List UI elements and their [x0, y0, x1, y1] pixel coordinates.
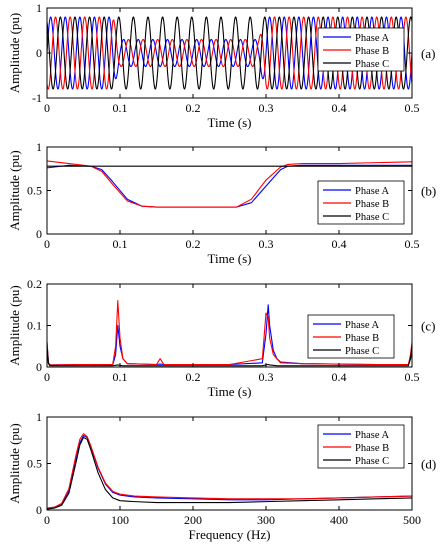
y-axis-label: Amplitude (pu) [7, 423, 22, 504]
x-tick-label: 0 [44, 370, 50, 384]
legend-label: Phase C [355, 59, 389, 70]
y-tick-label: 1 [36, 410, 42, 424]
panel-label: (a) [421, 46, 435, 61]
x-tick-label: 0.2 [186, 370, 201, 384]
x-tick-label: 0.1 [113, 101, 128, 115]
legend-label: Phase A [345, 320, 380, 331]
legend-label: Phase C [345, 346, 379, 357]
x-tick-label: 0.2 [186, 237, 201, 251]
legend-label: Phase C [355, 456, 389, 467]
y-tick-label: 1 [36, 140, 42, 154]
y-tick-label: 0.1 [27, 319, 42, 333]
y-tick-label: -1 [32, 91, 42, 105]
legend: Phase A Phase B Phase C [317, 27, 405, 72]
y-tick-label: 0.5 [27, 184, 42, 198]
x-tick-label: 300 [257, 513, 275, 527]
legend-label: Phase B [345, 333, 379, 344]
x-axis-label: Time (s) [208, 115, 252, 130]
y-axis-label: Amplitude (pu) [7, 13, 22, 94]
legend-label: Phase C [355, 212, 389, 223]
x-axis-label: Time (s) [208, 384, 252, 399]
y-axis-label: Amplitude (pu) [7, 150, 22, 231]
x-tick-label: 200 [184, 513, 202, 527]
y-tick-label: 0 [36, 46, 42, 60]
legend-label: Phase B [355, 443, 389, 454]
panel-4: 0 100 200 300 400 500 0 0.5 1 Frequency (Hz) Ampli… [7, 410, 436, 542]
legend-label: Phase A [355, 186, 390, 197]
panel-2: 0 0.1 0.2 0.3 0.4 0.5 0 0.5 1 Time (s) Amplitude (… [7, 140, 436, 266]
y-tick-label: 0 [36, 503, 42, 517]
series-line-phase-a [47, 16, 412, 90]
x-tick-label: 0.2 [186, 101, 201, 115]
x-tick-label: 0.4 [332, 237, 347, 251]
x-tick-label: 0.3 [259, 237, 274, 251]
legend-label: Phase A [355, 430, 390, 441]
legend-label: Phase B [355, 199, 389, 210]
series-line-phase-c [47, 16, 412, 90]
x-tick-label: 0.5 [405, 370, 420, 384]
x-tick-label: 100 [111, 513, 129, 527]
panel-3: 0 0.1 0.2 0.3 0.4 0.5 0 0.1 0.2 Time (s) Amplitude… [7, 277, 435, 399]
y-axis-label: Amplitude (pu) [7, 285, 22, 366]
x-tick-label: 0.1 [113, 237, 128, 251]
legend: Phase A Phase B Phase C [317, 180, 405, 225]
x-axis-label: Frequency (Hz) [189, 527, 271, 542]
x-tick-label: 0 [44, 237, 50, 251]
x-tick-label: 0 [44, 101, 50, 115]
x-tick-label: 0.3 [259, 370, 274, 384]
legend-label: Phase B [355, 46, 389, 57]
series-line-phase-b [47, 160, 412, 208]
y-tick-label: 1 [36, 1, 42, 15]
legend: Phase A Phase B Phase C [317, 424, 405, 469]
x-axis-label: Time (s) [208, 251, 252, 266]
x-tick-label: 500 [403, 513, 421, 527]
x-tick-label: 0.3 [259, 101, 274, 115]
y-tick-label: 0 [36, 360, 42, 374]
series-line-phase-c [47, 436, 412, 510]
x-tick-label: 0.5 [405, 101, 420, 115]
x-tick-label: 0.4 [332, 370, 347, 384]
x-tick-label: 400 [330, 513, 348, 527]
panel-label: (c) [421, 319, 435, 334]
panel-label: (d) [421, 457, 436, 472]
x-tick-label: 0.5 [405, 237, 420, 251]
x-tick-label: 0.1 [113, 370, 128, 384]
legend-label: Phase A [355, 33, 390, 44]
legend: Phase A Phase B Phase C [307, 314, 395, 359]
y-tick-label: 0 [36, 227, 42, 241]
series-line-phase-b [47, 433, 412, 509]
series-group [47, 433, 412, 510]
x-tick-label: 0 [44, 513, 50, 527]
series-group [47, 160, 412, 208]
x-tick-label: 0.4 [332, 101, 347, 115]
panel-label: (b) [421, 184, 436, 199]
y-tick-label: 0.5 [27, 457, 42, 471]
y-tick-label: 0.2 [27, 277, 42, 291]
